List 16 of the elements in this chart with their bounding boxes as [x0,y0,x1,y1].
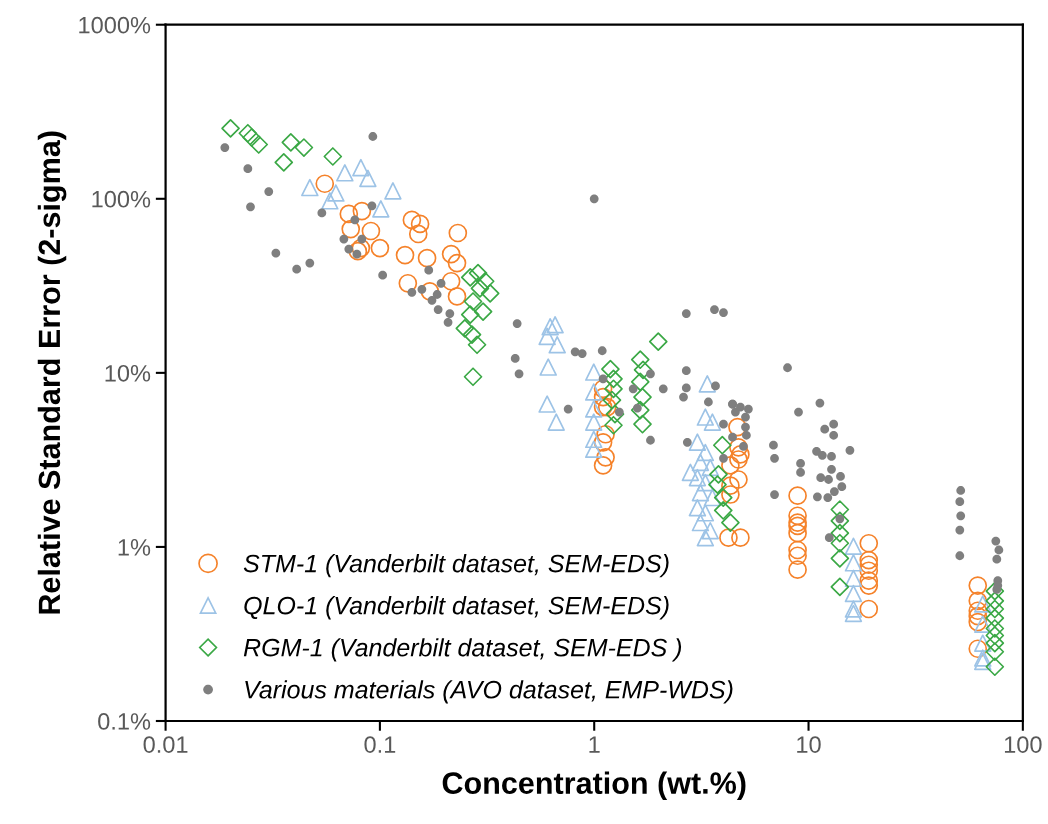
y-axis-title: Relative Standard Error (2-sigma) [37,131,67,614]
y-tick-label: 0.1% [98,713,151,730]
x-tick-label: 1 [589,736,600,753]
x-tick-label: 0.1 [364,736,396,753]
legend-label: STM-1 (Vanderbilt dataset, SEM-EDS) [243,554,669,578]
x-tick-label: 0.01 [143,736,188,753]
x-axis-title: Concentration (wt.%) [442,771,746,800]
y-tick-label: 10% [105,364,151,382]
legend-label: RGM-1 (Vanderbilt dataset, SEM-EDS ) [243,638,682,662]
y-tick-label: 1% [118,539,151,556]
y-tick-label: 1000% [79,16,151,34]
x-tick-label: 10 [797,736,821,753]
legend-label: Various materials (AVO dataset, EMP-WDS) [245,680,733,704]
x-tick-label: 100 [1004,736,1042,753]
legend-label: QLO-1 (Vanderbilt dataset, SEM-EDS) [244,596,669,620]
y-tick-label: 100% [92,190,151,208]
